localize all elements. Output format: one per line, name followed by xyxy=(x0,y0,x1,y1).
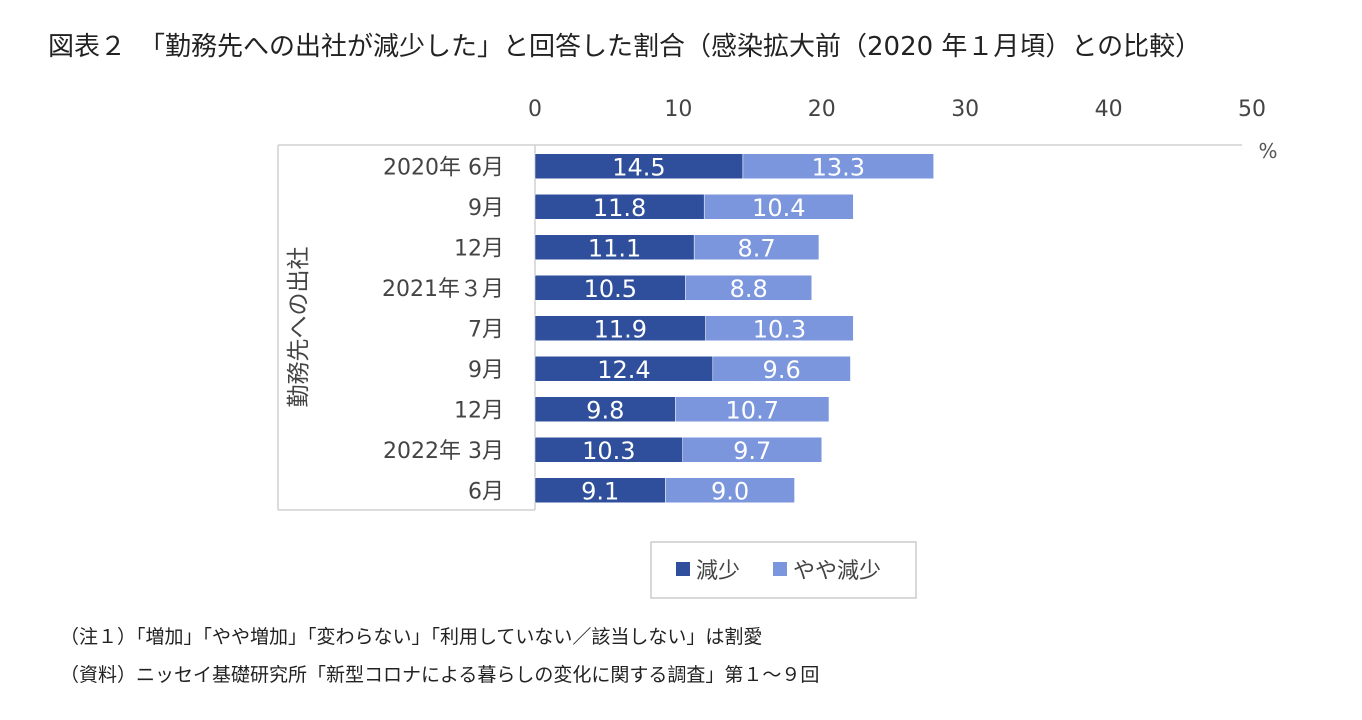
data-label: 11.8 xyxy=(593,194,646,222)
bar-segment xyxy=(534,437,683,463)
data-label: 9.6 xyxy=(763,356,801,384)
chart-title: 図表２ 「勤務先への出社が減少した」と回答した割合（感染拡大前（2020 年１月… xyxy=(48,32,1202,62)
x-tick-label: 20 xyxy=(808,97,836,122)
category-label: 6月 xyxy=(468,479,504,504)
bar-segment xyxy=(675,396,830,422)
bar-segment xyxy=(665,477,795,503)
footnote-note: （注１）「増加」「やや増加」「変わらない」「利用していない／該当しない」は割愛 xyxy=(60,626,763,648)
legend-swatch xyxy=(773,562,787,576)
data-label: 10.3 xyxy=(753,315,806,343)
category-label: 2020年 6月 xyxy=(383,155,504,180)
category-label: 9月 xyxy=(468,358,504,383)
data-label: 11.9 xyxy=(594,315,647,343)
x-tick-label: 0 xyxy=(528,97,542,122)
data-label: 10.7 xyxy=(726,396,779,424)
bar-segment xyxy=(534,477,666,503)
bar-segment xyxy=(682,437,823,463)
data-label: 9.7 xyxy=(733,437,771,465)
data-label: 11.1 xyxy=(588,234,641,262)
category-label: 12月 xyxy=(454,398,504,423)
bar-segment xyxy=(534,194,705,220)
data-label: 10.5 xyxy=(584,275,637,303)
data-label: 14.5 xyxy=(612,153,665,181)
category-label: 7月 xyxy=(468,317,504,342)
bar-segment xyxy=(705,315,854,341)
bar-segment xyxy=(742,153,934,179)
bar-segment xyxy=(534,234,695,260)
bar-segment xyxy=(534,356,714,382)
x-tick-label: 30 xyxy=(951,97,979,122)
x-unit-label: % xyxy=(1258,139,1277,163)
x-tick-label: 40 xyxy=(1095,97,1123,122)
data-label: 12.4 xyxy=(597,356,650,384)
data-label: 8.8 xyxy=(730,275,768,303)
legend-label: 減少 xyxy=(696,559,740,584)
category-label: 2021年３月 xyxy=(382,277,504,302)
legend-label: やや減少 xyxy=(793,559,881,584)
data-label: 8.7 xyxy=(737,234,775,262)
data-label: 9.0 xyxy=(711,477,749,505)
bar-segment xyxy=(685,275,813,301)
x-tick-label: 50 xyxy=(1238,97,1266,122)
bar-segment xyxy=(712,356,851,382)
data-label: 10.4 xyxy=(752,194,805,222)
x-tick-label: 10 xyxy=(664,97,692,122)
bar-segment xyxy=(534,396,676,422)
bar-segment xyxy=(534,153,744,179)
category-label: 12月 xyxy=(454,236,504,261)
category-label: 9月 xyxy=(468,196,504,221)
bar-segment xyxy=(703,194,854,220)
data-label: 9.1 xyxy=(581,477,619,505)
data-label: 9.8 xyxy=(586,396,624,424)
category-label: 2022年 3月 xyxy=(383,439,504,464)
bar-segment xyxy=(534,315,706,341)
footnote-source: （資料）ニッセイ基礎研究所「新型コロナによる暮らしの変化に関する調査」第１～９回 xyxy=(60,664,820,686)
y-axis-label: 勤務先への出社 xyxy=(286,247,312,408)
legend-swatch xyxy=(676,562,690,576)
data-label: 13.3 xyxy=(812,153,865,181)
bar-segment xyxy=(693,234,820,260)
data-label: 10.3 xyxy=(582,437,635,465)
